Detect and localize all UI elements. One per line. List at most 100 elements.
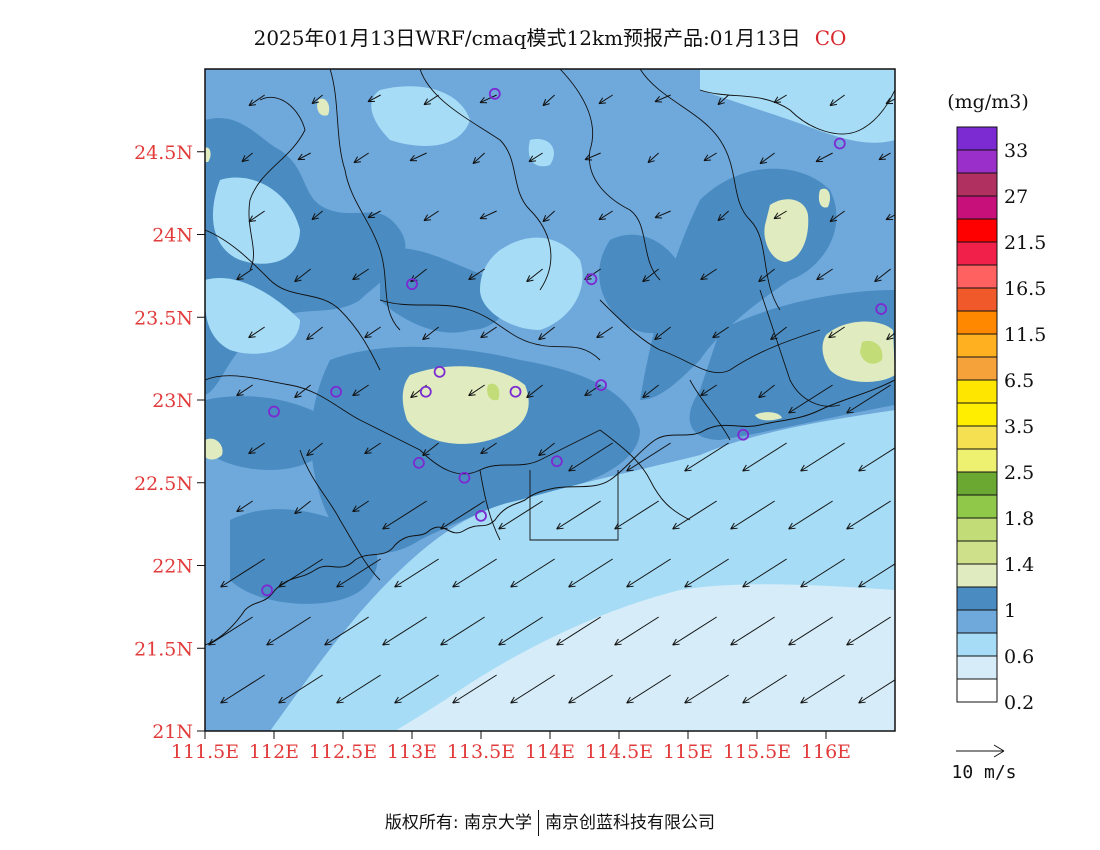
wind-arrow (538, 326, 555, 341)
station-marker (595, 379, 607, 392)
wind-arrow (352, 268, 369, 281)
title-text: 2025年01月13日WRF/cmaq模式12km预报产品:01月13日 (253, 26, 801, 50)
lon-tick-label: 115.5E (723, 741, 791, 763)
station-marker (475, 509, 487, 522)
wind-arrow (208, 616, 253, 646)
wind-arrow (730, 500, 775, 530)
wind-arrow (294, 500, 311, 515)
wind-arrow (480, 326, 497, 339)
wind-arrow (717, 94, 729, 106)
wind-arrow (626, 674, 671, 704)
wind-arrow (858, 447, 895, 472)
wind-arrow (526, 384, 543, 399)
species-label: CO (814, 26, 847, 50)
map-title: 2025年01月13日WRF/cmaq模式12km预报产品:01月13日 CO (0, 22, 1100, 51)
wind-arrow (647, 152, 659, 164)
lon-tick-label: 111.5E (171, 741, 239, 763)
wind-arrow (828, 326, 845, 339)
wind-arrow (568, 558, 613, 588)
wind-arrow (717, 210, 729, 222)
wind-arrow (241, 152, 253, 163)
wind-arrow (654, 210, 671, 219)
lon-tick-label: 113E (387, 741, 437, 763)
wind-arrow (324, 616, 369, 646)
wind-arrow (248, 210, 265, 223)
lat-tick-label: 24.5N (134, 142, 193, 164)
wind-arrow (684, 558, 729, 588)
footer-right: 南京创蓝科技有限公司 (545, 813, 716, 833)
lon-tick-label: 112.5E (309, 741, 377, 763)
wind-arrow (770, 326, 787, 341)
wind-arrow (816, 268, 833, 281)
station-marker (406, 278, 418, 291)
wind-arrow (626, 442, 671, 472)
wind-arrow (758, 384, 775, 399)
wind-arrow (364, 442, 381, 455)
wind-arrow (596, 326, 613, 339)
wind-arrow (452, 674, 497, 704)
lon-tick-label: 116E (801, 741, 851, 763)
lat-tick-label: 21.5N (134, 638, 193, 660)
wind-arrow (542, 210, 555, 223)
wind-arrow (846, 616, 891, 646)
wind-arrow (800, 674, 845, 704)
wind-arrow (672, 616, 717, 646)
wind-arrow (829, 94, 845, 107)
wind-arrow (858, 563, 895, 588)
wind-arrow (684, 442, 729, 472)
wind-arrow (382, 616, 427, 646)
wind-arrow (297, 152, 311, 161)
wind-arrow (440, 616, 485, 646)
wind-arrow (294, 268, 311, 283)
wind-arrow (409, 152, 427, 162)
wind-arrow (642, 268, 659, 283)
lon-tick-label: 114.5E (585, 741, 653, 763)
wind-arrow (584, 152, 601, 161)
wind-arrow (584, 384, 601, 397)
station-marker (261, 584, 274, 597)
lat-tick-label: 23N (152, 390, 193, 412)
wind-arrow (248, 442, 265, 455)
wind-arrow (353, 152, 369, 164)
lat-tick-label: 23.5N (134, 307, 193, 329)
wind-arrow (556, 500, 601, 530)
station-marker (268, 405, 280, 418)
latitude-axis: 24.5N 24N 23.5N 23N 22.5N 22N 21.5N 21N (134, 142, 205, 743)
wind-arrow (306, 326, 323, 341)
wind-arrow (220, 558, 265, 588)
wind-arrow (626, 558, 671, 588)
wind-arrow (364, 326, 381, 339)
wind-arrow (336, 558, 381, 588)
wind-vectors (208, 94, 895, 704)
wind-arrow (468, 268, 485, 281)
wind-arrow (236, 268, 253, 281)
wind-arrow (730, 616, 775, 646)
wind-arrow (846, 500, 891, 530)
wind-arrow (479, 210, 497, 220)
wind-arrow (266, 616, 311, 646)
wind-arrow (568, 674, 613, 704)
lon-tick-label: 114E (525, 741, 575, 763)
wind-arrow (498, 616, 543, 646)
wind-arrow (598, 210, 613, 221)
wind-arrow (382, 500, 427, 530)
wind-arrow (742, 558, 787, 588)
wind-arrow (759, 152, 775, 165)
copyright-footer: 版权所有: 南京大学 南京创蓝科技有限公司 (0, 808, 1100, 836)
wind-arrow (712, 326, 729, 339)
wind-arrow (542, 94, 555, 107)
monitoring-stations (261, 87, 888, 597)
lon-tick-label: 115E (663, 741, 713, 763)
wind-arrow (294, 384, 311, 399)
wind-arrow (220, 674, 265, 704)
wind-arrow (236, 500, 253, 513)
wind-arrow (498, 500, 543, 530)
wind-arrow (700, 384, 717, 397)
wind-arrow (614, 616, 659, 646)
station-marker (585, 273, 598, 286)
wind-arrow (829, 210, 845, 223)
wind-arrow (248, 94, 265, 107)
wind-arrow (700, 268, 717, 281)
station-marker (509, 385, 522, 398)
